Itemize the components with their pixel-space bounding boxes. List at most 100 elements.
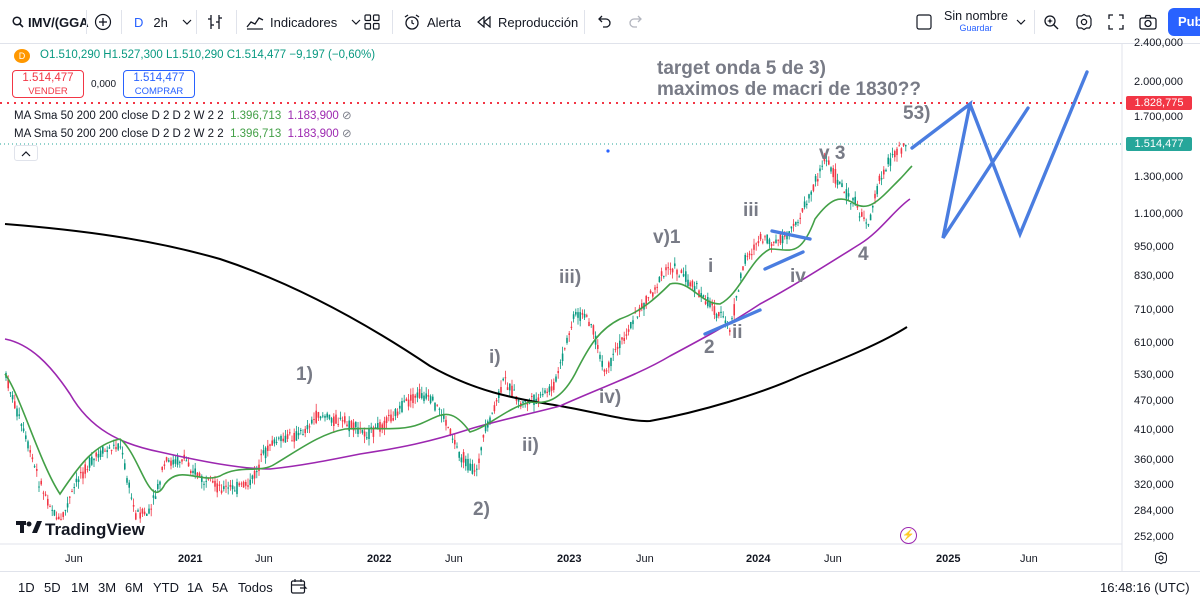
clock[interactable]: 16:48:16 (UTC) [1100, 580, 1190, 595]
settings-button[interactable] [1075, 0, 1093, 44]
events-icon[interactable]: ⚡ [900, 527, 917, 544]
candle-body [568, 333, 570, 335]
candle-body [548, 386, 551, 393]
candle-body [366, 437, 368, 439]
axis-settings-button[interactable] [1154, 551, 1168, 570]
ma-legend-row-2[interactable]: MA Sma 50 200 200 close D 2 D 2 W 2 2 1.… [14, 126, 352, 140]
compare-button[interactable] [94, 0, 112, 44]
range-button-5a[interactable]: 5A [212, 580, 228, 595]
candle-body [484, 425, 487, 432]
quick-search-button[interactable] [1042, 0, 1060, 44]
candle-body [610, 357, 612, 367]
candle-body [418, 389, 421, 398]
undo-button[interactable] [596, 0, 612, 44]
candle-body [84, 464, 86, 474]
candle-body [700, 293, 702, 298]
range-button-3m[interactable]: 3M [98, 580, 117, 595]
candle-body [669, 268, 672, 270]
candle-body [146, 513, 148, 516]
candle-body [788, 231, 790, 234]
wave-label: 4 [858, 244, 869, 265]
goto-date-button[interactable] [290, 578, 308, 601]
candle-body [427, 394, 430, 397]
candle-body [240, 483, 243, 485]
candle-body [174, 459, 177, 464]
redo-button[interactable] [628, 0, 644, 44]
range-button-1d[interactable]: 1D [18, 580, 35, 595]
candle-body [891, 154, 894, 156]
candle-body [847, 193, 850, 197]
fullscreen-button[interactable] [1108, 0, 1124, 44]
buy-button[interactable]: 1.514,477 COMPRAR [123, 70, 195, 98]
alert-button[interactable]: Alerta [403, 0, 461, 44]
candle-body [91, 456, 93, 465]
candle-body [733, 304, 735, 316]
candle-body [885, 169, 887, 172]
range-button-1m[interactable]: 1M [71, 580, 90, 595]
candle-body [198, 473, 201, 478]
range-button-todos[interactable]: Todos [238, 580, 273, 595]
candle-body [577, 312, 579, 318]
candle-body [333, 416, 335, 426]
indicators-button[interactable]: Indicadores [246, 0, 361, 44]
candle-body [715, 314, 718, 319]
range-button-6m[interactable]: 6M [125, 580, 144, 595]
layout-button[interactable]: Sin nombre Guardar [916, 0, 1026, 44]
symbol-search[interactable]: IMV/(GGA [12, 0, 89, 44]
candle-body [124, 463, 126, 470]
candle-body [550, 386, 553, 391]
candlestick-series [5, 141, 907, 523]
interval-selector[interactable]: D 2h [134, 0, 192, 44]
candle-body [526, 403, 529, 405]
replay-button[interactable]: Reproducción [476, 0, 578, 44]
candle-body [137, 510, 139, 512]
range-button-5d[interactable]: 5D [44, 580, 61, 595]
wave-label: v 3 [819, 143, 846, 164]
candle-body [403, 400, 405, 402]
hide-icon[interactable]: ⊘ [342, 128, 352, 140]
candle-body [471, 464, 474, 474]
candle-body [819, 168, 821, 172]
templates-button[interactable] [364, 0, 380, 44]
candle-body [449, 428, 452, 436]
range-button-ytd[interactable]: YTD [153, 580, 179, 595]
fullscreen-icon [1108, 14, 1124, 30]
candle-body [539, 394, 542, 396]
candle-body [757, 241, 760, 244]
candle-body [509, 383, 511, 391]
chart-type-button[interactable] [206, 0, 224, 44]
alert-label: Alerta [427, 14, 461, 30]
sell-button[interactable]: 1.514,477 VENDER [12, 70, 84, 98]
price-axis-label: 320,000 [1134, 479, 1174, 491]
candle-body [86, 469, 89, 471]
candle-body [141, 508, 144, 514]
candle-body [786, 232, 788, 240]
candle-body [102, 446, 104, 454]
candle-body [460, 457, 463, 463]
publish-button[interactable]: Pub [1168, 8, 1200, 36]
candle-body [223, 486, 225, 490]
candle-body [817, 179, 819, 182]
collapse-legend-button[interactable] [14, 145, 38, 161]
candle-body [691, 280, 694, 287]
ma-legend-row-1[interactable]: MA Sma 50 200 200 close D 2 D 2 W 2 2 1.… [14, 108, 352, 122]
snapshot-button[interactable] [1139, 0, 1157, 44]
hide-icon[interactable]: ⊘ [342, 110, 352, 122]
candle-body [773, 241, 775, 243]
candle-body [203, 483, 205, 485]
price-chart[interactable] [0, 44, 1200, 571]
range-button-1a[interactable]: 1A [187, 580, 203, 595]
candle-body [350, 420, 353, 428]
candle-body [814, 176, 817, 182]
interval-prefix: D [134, 14, 144, 30]
candle-body [601, 360, 603, 367]
source-badge[interactable]: D [14, 49, 30, 63]
search-sparkle-icon [1042, 13, 1060, 31]
candle-body [29, 450, 31, 453]
candle-body [678, 276, 680, 278]
candle-body [834, 168, 837, 184]
candle-body [214, 480, 216, 487]
candle-body [396, 411, 399, 416]
candle-body [383, 420, 386, 430]
candle-body [896, 148, 898, 156]
